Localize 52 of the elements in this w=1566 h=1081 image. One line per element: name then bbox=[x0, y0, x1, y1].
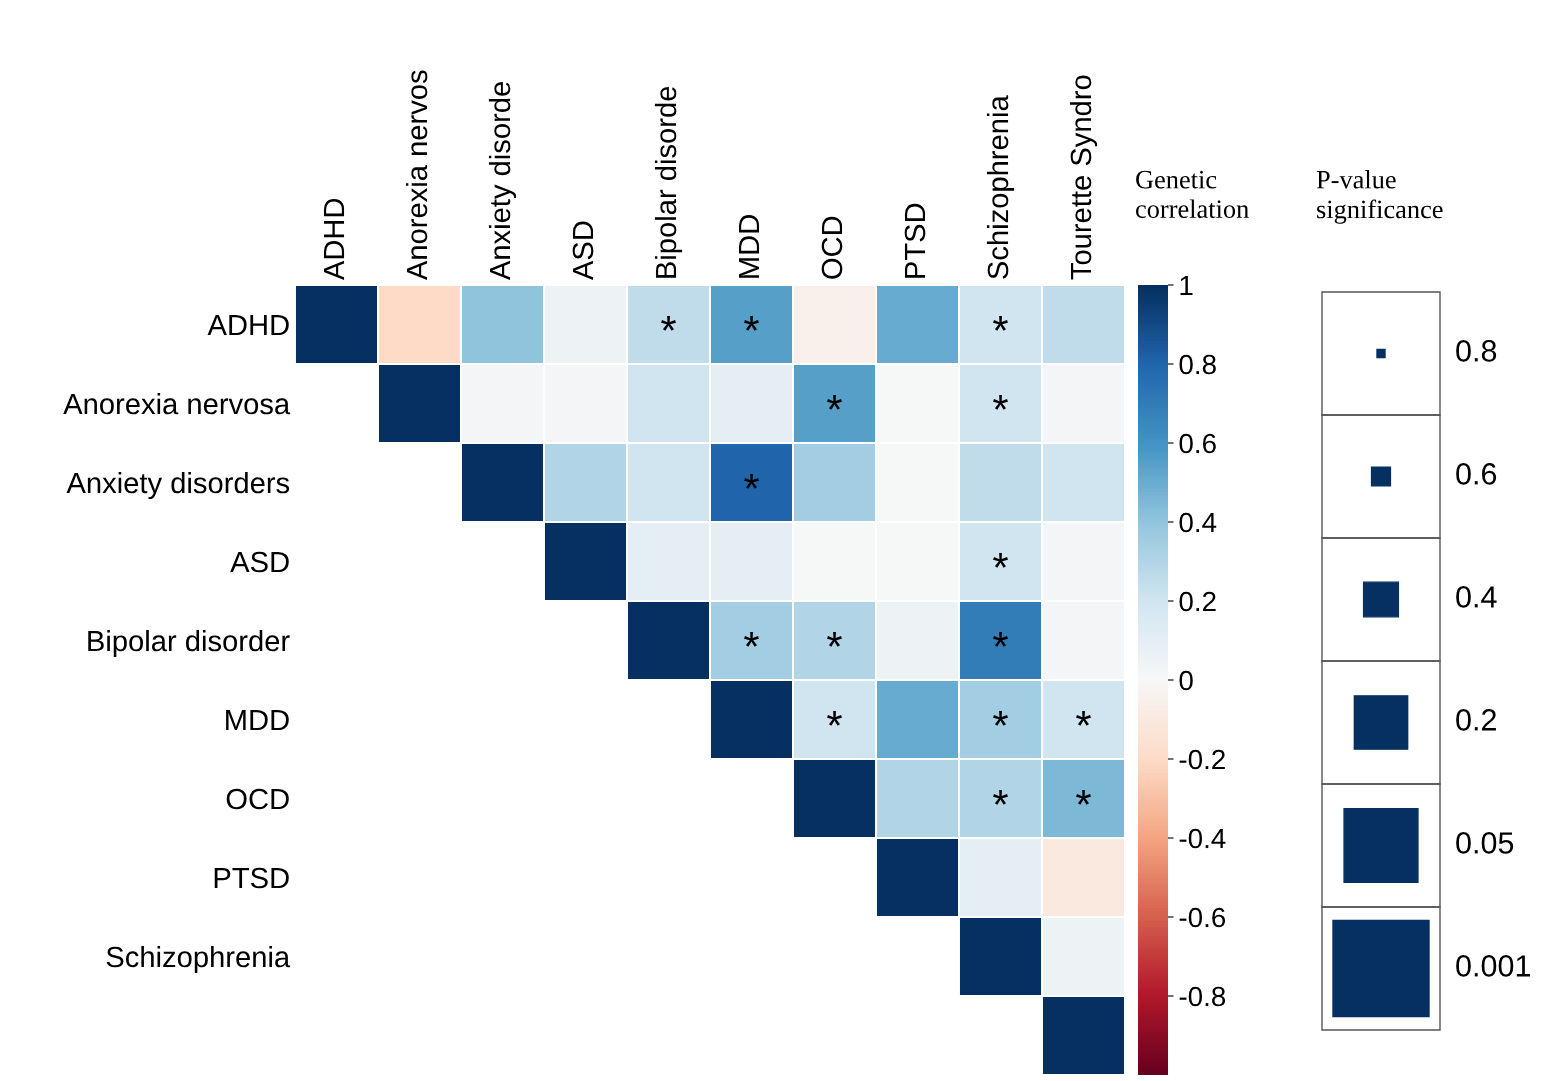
x-tick-label: Anxiety disorde bbox=[488, 82, 517, 281]
x-tick-label: OCD bbox=[821, 216, 843, 279]
data-label: * bbox=[993, 632, 1008, 647]
color-bar-label: 0.2 bbox=[1179, 591, 1216, 612]
y-tick-label: OCD bbox=[226, 788, 289, 810]
color-bar-label: 0 bbox=[1179, 670, 1193, 691]
data-label: * bbox=[744, 632, 759, 647]
color-bar-label: 0.6 bbox=[1179, 433, 1216, 454]
x-tick-label: PTSD bbox=[904, 203, 926, 278]
data-label: * bbox=[661, 316, 676, 331]
data-label: * bbox=[993, 316, 1008, 331]
y-tick-label: Bipolar disorder bbox=[88, 629, 290, 658]
x-tick-label: MDD bbox=[738, 215, 760, 278]
color-bar-label: -0.2 bbox=[1179, 749, 1225, 770]
data-label: * bbox=[827, 711, 842, 726]
color-bar-label: 1 bbox=[1180, 275, 1193, 296]
x-tick-label: Anorexia nervos bbox=[405, 70, 428, 281]
text: 0.6 bbox=[1456, 463, 1497, 485]
data-label: * bbox=[1076, 790, 1091, 805]
y-tick-label: Anorexia nervosa bbox=[63, 392, 291, 415]
data-label: * bbox=[993, 711, 1008, 726]
color-bar-label: 0.4 bbox=[1179, 512, 1217, 533]
y-tick-label: Anxiety disorders bbox=[66, 471, 290, 500]
color-bar-label: 0.8 bbox=[1179, 354, 1216, 375]
data-label: * bbox=[827, 395, 842, 410]
data-label: * bbox=[744, 316, 759, 331]
x-tick-label: Tourette Syndro bbox=[1069, 75, 1098, 280]
data-label: * bbox=[993, 790, 1008, 805]
color-bar-title: Genetic correlation bbox=[1136, 170, 1249, 218]
text: 0.4 bbox=[1456, 586, 1497, 608]
x-tick-label: ADHD bbox=[323, 198, 345, 281]
data-label: * bbox=[744, 474, 759, 489]
text: 0.8 bbox=[1456, 340, 1497, 362]
text: P-value significance bbox=[1316, 170, 1443, 224]
y-tick-label: PTSD bbox=[214, 867, 289, 889]
y-tick-label: MDD bbox=[226, 710, 289, 731]
color-bar-label: -0.8 bbox=[1179, 986, 1226, 1007]
data-label: * bbox=[993, 395, 1008, 410]
color-bar-label: -0.4 bbox=[1179, 828, 1226, 849]
x-tick-label: Schizophrenia bbox=[986, 95, 1015, 279]
text: 0.05 bbox=[1456, 832, 1514, 854]
y-tick-label: ADHD bbox=[207, 315, 289, 336]
y-tick-label: ASD bbox=[230, 551, 289, 573]
color-bar-label: -0.6 bbox=[1179, 907, 1226, 928]
x-tick-label: ASD bbox=[572, 221, 594, 281]
text: 0.001 bbox=[1456, 955, 1530, 977]
data-label: * bbox=[1076, 711, 1091, 726]
data-label: * bbox=[827, 632, 842, 647]
text: 0.2 bbox=[1456, 709, 1496, 731]
data-label: * bbox=[993, 553, 1008, 568]
y-tick-label: Schizophrenia bbox=[106, 945, 291, 974]
x-tick-label: Bipolar disorde bbox=[654, 86, 683, 278]
